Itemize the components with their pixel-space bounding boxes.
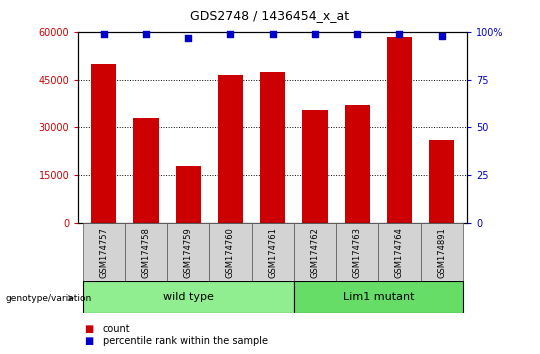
Point — [184, 35, 192, 40]
Bar — [125, 223, 167, 281]
Bar — [83, 223, 125, 281]
Bar — [218, 75, 243, 223]
Text: ■: ■ — [84, 324, 93, 333]
Text: GSM174763: GSM174763 — [353, 227, 362, 278]
Bar — [379, 223, 421, 281]
Point — [226, 31, 235, 36]
Point — [310, 31, 319, 36]
Text: GSM174757: GSM174757 — [99, 227, 108, 278]
Text: GSM174762: GSM174762 — [310, 227, 320, 278]
Text: count: count — [103, 324, 130, 333]
Point — [395, 31, 404, 36]
Point — [268, 31, 277, 36]
Point — [141, 31, 150, 36]
Text: GSM174891: GSM174891 — [437, 227, 446, 278]
Bar — [252, 223, 294, 281]
Bar — [294, 223, 336, 281]
Text: Lim1 mutant: Lim1 mutant — [342, 292, 414, 302]
Bar — [421, 223, 463, 281]
Text: GSM174764: GSM174764 — [395, 227, 404, 278]
Point — [99, 31, 108, 36]
Bar — [345, 105, 370, 223]
Text: GSM174760: GSM174760 — [226, 227, 235, 278]
Point — [437, 33, 446, 39]
Point — [353, 31, 362, 36]
Bar — [133, 118, 159, 223]
Text: GSM174759: GSM174759 — [184, 227, 193, 278]
Bar — [176, 166, 201, 223]
Bar — [210, 223, 252, 281]
Bar — [336, 223, 379, 281]
Bar — [260, 72, 285, 223]
Text: percentile rank within the sample: percentile rank within the sample — [103, 336, 268, 346]
Text: GSM174761: GSM174761 — [268, 227, 277, 278]
Text: genotype/variation: genotype/variation — [5, 293, 92, 303]
Bar — [387, 37, 412, 223]
Bar — [294, 281, 463, 313]
Bar — [167, 223, 210, 281]
Bar — [83, 281, 294, 313]
Text: GSM174758: GSM174758 — [141, 227, 151, 278]
Text: wild type: wild type — [163, 292, 214, 302]
Bar — [429, 140, 455, 223]
Bar — [302, 110, 328, 223]
Bar — [91, 64, 116, 223]
Text: ■: ■ — [84, 336, 93, 346]
Text: GDS2748 / 1436454_x_at: GDS2748 / 1436454_x_at — [191, 9, 349, 22]
